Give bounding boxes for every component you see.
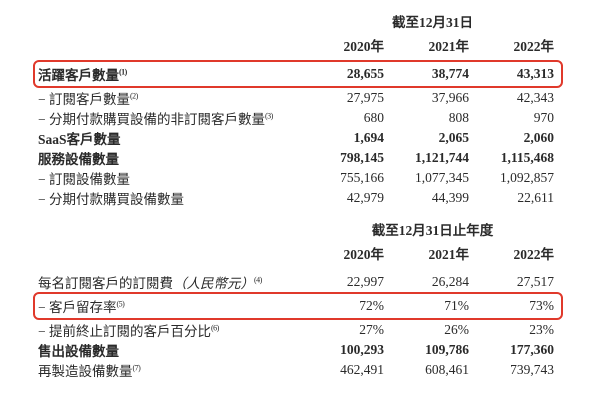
row-value: 42,343 bbox=[516, 90, 554, 105]
row-value: 970 bbox=[533, 110, 554, 125]
table-row: 再製造設備數量(7) 462,491 608,461 739,743 bbox=[38, 360, 562, 380]
row-value: 608,461 bbox=[425, 362, 469, 377]
row-value: 1,121,744 bbox=[415, 150, 469, 165]
row-value: 27% bbox=[359, 322, 384, 337]
year-column-header: 2020年 bbox=[343, 247, 385, 262]
table-row: 每名訂閱客戶的訂閱費（人民幣元）(4) 22,997 26,284 27,517 bbox=[38, 272, 562, 292]
row-value: 2,060 bbox=[523, 130, 554, 145]
row-label: − 訂閱客戶數量(2) bbox=[38, 88, 299, 108]
row-value: 27,975 bbox=[346, 90, 384, 105]
table-row: 售出設備數量 100,293 109,786 177,360 bbox=[38, 340, 562, 360]
row-value: 1,077,345 bbox=[415, 170, 469, 185]
row-value: 44,399 bbox=[431, 190, 469, 205]
row-value: 42,979 bbox=[346, 190, 384, 205]
row-value: 26,284 bbox=[431, 274, 469, 289]
footnote-marker: (6) bbox=[211, 323, 219, 333]
row-value: 808 bbox=[448, 110, 469, 125]
row-value: 27,517 bbox=[516, 274, 554, 289]
table-row: − 提前終止訂閱的客戶百分比(6) 27% 26% 23% bbox=[38, 320, 562, 340]
footnote-marker: (7) bbox=[132, 363, 141, 373]
row-label: − 分期付款購買設備的非訂閱客戶數量(3) bbox=[38, 108, 299, 128]
row-label: 再製造設備數量(7) bbox=[38, 360, 299, 380]
row-value: 28,655 bbox=[346, 66, 384, 81]
footnote-marker: (2) bbox=[130, 91, 138, 101]
row-value: 1,115,468 bbox=[500, 150, 554, 165]
footnote-marker: (4) bbox=[254, 275, 262, 285]
section2-period-header: 截至12月31日止年度 bbox=[371, 223, 494, 238]
row-label: 服務設備數量 bbox=[38, 148, 299, 168]
row-label-text: 售出設備數量 bbox=[38, 344, 119, 359]
row-label-text: SaaS客戶數量 bbox=[38, 132, 121, 147]
table-row: − 訂閱客戶數量(2) 27,975 37,966 42,343 bbox=[38, 88, 562, 108]
row-value: 1,694 bbox=[353, 130, 384, 145]
row-label-text: − 訂閱設備數量 bbox=[38, 172, 130, 187]
year-column-header: 2021年 bbox=[428, 247, 470, 262]
footnote-marker: (1) bbox=[119, 67, 127, 77]
row-value: 739,743 bbox=[510, 362, 554, 377]
table-row: 服務設備數量 798,145 1,121,744 1,115,468 bbox=[38, 148, 562, 168]
table-row: − 訂閱設備數量 755,166 1,077,345 1,092,857 bbox=[38, 168, 562, 188]
row-label: 活躍客戶數量(1) bbox=[38, 64, 299, 84]
row-value: 37,966 bbox=[431, 90, 469, 105]
row-label-text: 再製造設備數量 bbox=[38, 364, 133, 379]
metrics-table: 截至12月31日 2020年 2021年 2022年 活躍客戶數量(1) 28,6… bbox=[33, 14, 563, 380]
row-label-text: 每名訂閱客戶的訂閱費 bbox=[38, 276, 173, 291]
row-value: 680 bbox=[363, 110, 384, 125]
row-label-text: − 分期付款購買設備數量 bbox=[38, 192, 184, 207]
row-value: 43,313 bbox=[516, 66, 554, 81]
section1-period-header: 截至12月31日 bbox=[392, 15, 473, 30]
row-label-text: − 訂閱客戶數量 bbox=[38, 92, 130, 107]
row-label: − 分期付款購買設備數量 bbox=[38, 188, 299, 208]
table-row: SaaS客戶數量 1,694 2,065 2,060 bbox=[38, 128, 562, 148]
row-label: − 提前終止訂閱的客戶百分比(6) bbox=[38, 320, 299, 340]
row-value: 755,166 bbox=[340, 170, 384, 185]
section1-years-row: 2020年 2021年 2022年 bbox=[38, 36, 562, 54]
year-column-header: 2022年 bbox=[513, 39, 555, 54]
row-value: 109,786 bbox=[425, 342, 469, 357]
footnote-marker: (5) bbox=[116, 299, 125, 309]
table-row: − 分期付款購買設備的非訂閱客戶數量(3) 680 808 970 bbox=[38, 108, 562, 128]
row-value: 73% bbox=[529, 298, 554, 313]
row-value: 22,997 bbox=[346, 274, 384, 289]
year-column-header: 2022年 bbox=[513, 247, 555, 262]
table-row: − 分期付款購買設備數量 42,979 44,399 22,611 bbox=[38, 188, 562, 208]
section1-rows: 活躍客戶數量(1) 28,655 38,774 43,313 − 訂閱客戶數量(2) 27… bbox=[33, 60, 563, 208]
row-label-text: − 客戶留存率 bbox=[38, 300, 117, 315]
row-value: 1,092,857 bbox=[500, 170, 554, 185]
row-value: 462,491 bbox=[340, 362, 384, 377]
row-value: 798,145 bbox=[340, 150, 384, 165]
highlighted-table-row: 活躍客戶數量(1) 28,655 38,774 43,313 bbox=[33, 60, 563, 88]
row-label-text: 活躍客戶數量 bbox=[38, 68, 119, 83]
row-value: 23% bbox=[529, 322, 554, 337]
row-value: 38,774 bbox=[431, 66, 469, 81]
row-label: − 訂閱設備數量 bbox=[38, 168, 299, 188]
row-value: 71% bbox=[444, 298, 469, 313]
section2-rows: 每名訂閱客戶的訂閱費（人民幣元）(4) 22,997 26,284 27,517 − 客… bbox=[33, 272, 563, 380]
highlighted-table-row: − 客戶留存率(5) 72% 71% 73% bbox=[33, 292, 563, 320]
section2-years-row: 2020年 2021年 2022年 bbox=[38, 244, 562, 262]
year-column-header: 2021年 bbox=[428, 39, 470, 54]
row-value: 72% bbox=[359, 298, 384, 313]
row-label: 每名訂閱客戶的訂閱費（人民幣元）(4) bbox=[38, 272, 299, 292]
row-label-text: − 分期付款購買設備的非訂閱客戶數量 bbox=[38, 112, 265, 127]
row-value: 22,611 bbox=[517, 190, 554, 205]
row-value: 2,065 bbox=[438, 130, 469, 145]
year-column-header: 2020年 bbox=[343, 39, 385, 54]
row-label: − 客戶留存率(5) bbox=[38, 296, 299, 316]
row-label: SaaS客戶數量 bbox=[38, 128, 299, 148]
row-label-text: 服務設備數量 bbox=[38, 152, 119, 167]
row-label-text: − 提前終止訂閱的客戶百分比 bbox=[38, 324, 211, 339]
row-value: 177,360 bbox=[510, 342, 554, 357]
row-value: 26% bbox=[444, 322, 469, 337]
footnote-marker: (3) bbox=[265, 111, 273, 121]
row-value: 100,293 bbox=[340, 342, 384, 357]
row-label: 售出設備數量 bbox=[38, 340, 299, 360]
row-label-italic: （人民幣元） bbox=[173, 276, 254, 291]
